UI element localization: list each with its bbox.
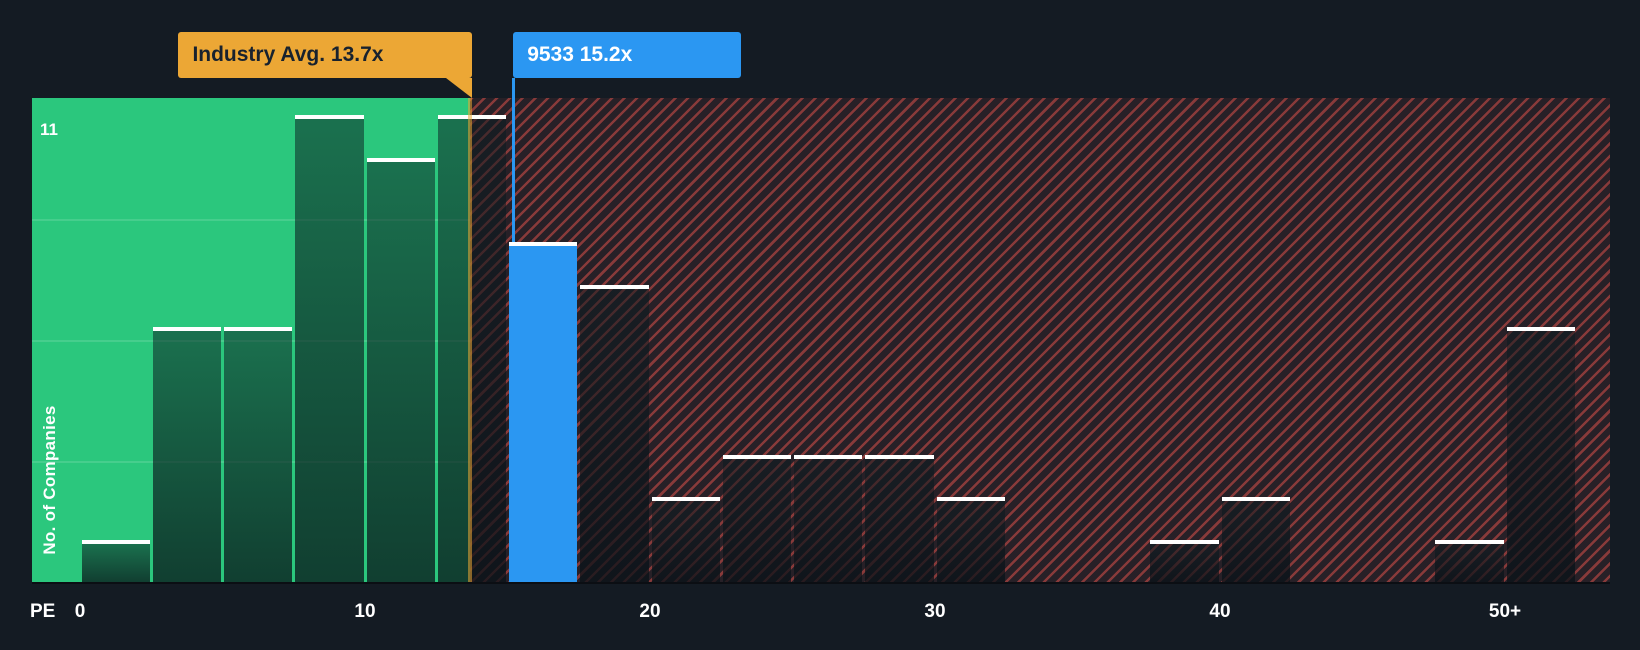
histogram-bar[interactable] [794,454,863,582]
histogram-bar[interactable] [651,497,720,582]
gridline [32,219,471,221]
histogram-bar[interactable] [1221,497,1290,582]
company-label: 9533 15.2x [527,43,633,66]
histogram-bar[interactable] [1150,539,1219,582]
x-axis: PE 0 10 20 30 40 50+ [0,601,1640,631]
histogram-bar[interactable] [366,157,435,582]
histogram-bar[interactable] [865,454,934,582]
company-marker-line [512,78,516,243]
y-max-label: 11 [40,120,58,139]
x-tick-label: 0 [74,601,86,622]
x-axis-line [32,582,1610,584]
histogram-bar[interactable] [936,497,1005,582]
company-tooltip: 9533 15.2x [513,32,742,78]
industry-avg-tooltip-arrow [446,78,473,98]
x-tick-label: 50+ [1488,601,1522,622]
x-tick-label: 20 [639,601,661,622]
x-tick-label: 10 [354,601,376,622]
histogram-bar[interactable] [1506,327,1575,582]
histogram-bar[interactable] [580,284,649,582]
histogram-bar[interactable] [722,454,791,582]
y-axis-label: No. of Companies [40,405,59,555]
x-tick-label: 40 [1209,601,1231,622]
histogram-bar[interactable] [152,327,221,582]
industry-avg-tooltip: Industry Avg. 13.7x [178,32,473,78]
industry-avg-label: Industry Avg. 13.7x [192,43,384,66]
x-axis-title: PE [30,601,56,622]
histogram-bar[interactable] [224,327,293,582]
industry-avg-line [468,98,473,582]
histogram-bar[interactable] [1435,539,1504,582]
x-tick-label: 30 [924,601,946,622]
histogram-bar[interactable] [81,539,150,582]
company-bar[interactable] [509,242,578,582]
histogram-bar[interactable] [295,115,364,582]
